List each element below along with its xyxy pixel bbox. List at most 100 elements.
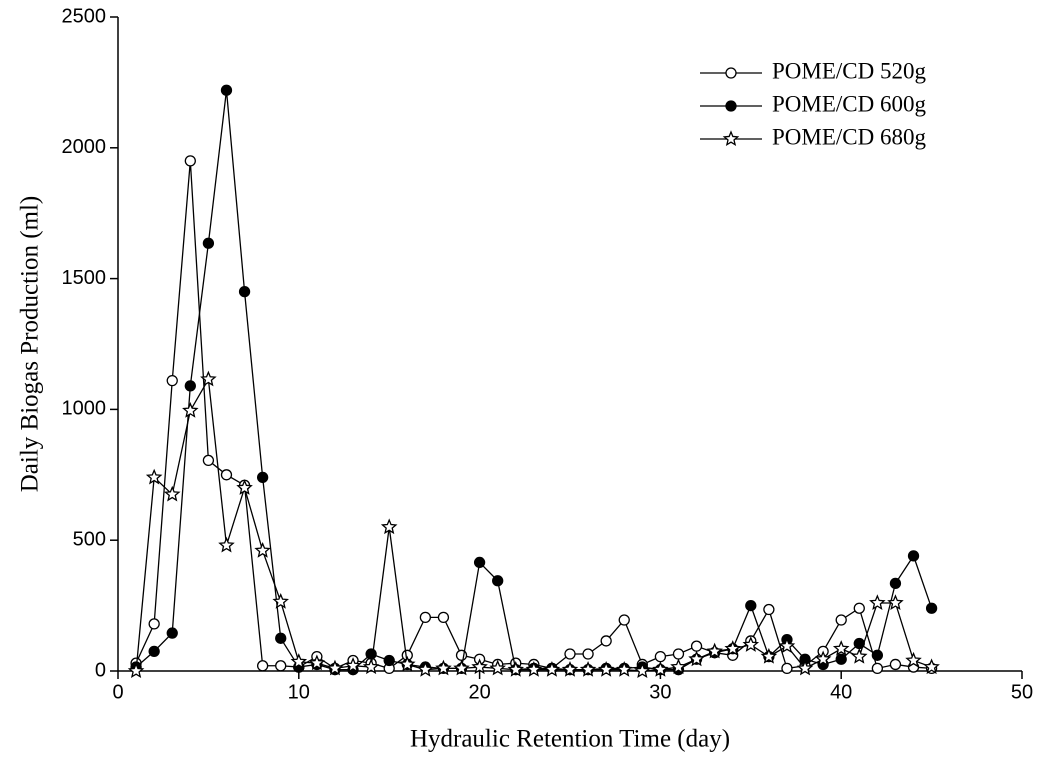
x-tick-label: 20 — [468, 681, 490, 703]
marker — [905, 651, 922, 668]
marker — [725, 67, 737, 79]
marker — [473, 556, 486, 569]
marker — [275, 660, 287, 672]
marker — [851, 647, 868, 664]
y-tick-label: 500 — [73, 528, 106, 550]
marker — [725, 100, 737, 112]
marker — [871, 649, 884, 661]
x-tick-label: 30 — [649, 681, 671, 703]
marker — [600, 635, 612, 647]
marker — [145, 468, 163, 485]
marker — [923, 658, 940, 675]
marker — [238, 286, 251, 298]
marker — [254, 541, 271, 558]
marker — [383, 654, 395, 667]
marker — [615, 660, 633, 677]
marker — [742, 636, 760, 652]
marker — [745, 599, 757, 612]
marker — [781, 662, 793, 675]
marker — [582, 648, 594, 660]
marker — [344, 657, 362, 673]
marker — [182, 402, 199, 418]
marker — [835, 653, 847, 665]
y-tick-label: 2000 — [62, 136, 107, 158]
legend-label: POME/CD 600g — [772, 91, 926, 116]
legend-label: POME/CD 520g — [772, 58, 926, 83]
marker — [256, 471, 269, 484]
marker — [290, 653, 308, 669]
x-tick-label: 10 — [288, 681, 310, 703]
marker — [907, 550, 920, 562]
marker — [275, 632, 287, 644]
marker — [417, 660, 434, 677]
series-line — [135, 90, 933, 671]
marker — [832, 640, 850, 656]
series-line — [135, 160, 932, 670]
marker — [399, 655, 416, 672]
marker — [796, 659, 814, 676]
y-tick-label: 1000 — [62, 398, 107, 420]
y-tick-label: 0 — [95, 659, 106, 681]
marker — [688, 650, 705, 667]
marker — [380, 518, 398, 535]
x-tick-label: 0 — [112, 681, 123, 703]
series-line — [135, 377, 932, 672]
marker — [722, 130, 740, 147]
marker — [365, 648, 377, 660]
marker — [489, 659, 506, 676]
marker — [202, 237, 215, 249]
marker — [218, 536, 235, 553]
x-tick-label: 40 — [830, 681, 852, 703]
marker — [308, 654, 326, 671]
marker — [543, 660, 561, 677]
marker — [419, 611, 432, 624]
marker — [760, 647, 778, 664]
marker — [525, 660, 543, 677]
marker — [200, 370, 217, 387]
marker — [184, 380, 196, 392]
x-axis-label: Hydraulic Retention Time (day) — [410, 726, 730, 753]
marker — [871, 662, 884, 675]
marker — [256, 660, 269, 672]
marker — [853, 602, 865, 614]
marker — [597, 660, 615, 677]
marker — [127, 662, 145, 679]
marker — [564, 648, 576, 660]
marker — [184, 155, 196, 167]
marker — [652, 660, 669, 677]
marker — [670, 658, 687, 675]
marker — [672, 648, 685, 660]
marker — [492, 575, 504, 587]
marker — [202, 454, 215, 467]
marker — [236, 479, 253, 495]
marker — [362, 658, 380, 675]
marker — [166, 627, 178, 639]
marker — [220, 84, 233, 96]
marker — [690, 640, 703, 652]
marker — [561, 660, 579, 677]
marker — [814, 650, 832, 667]
marker — [618, 614, 630, 626]
legend-label: POME/CD 680g — [772, 124, 926, 149]
marker — [654, 650, 667, 663]
marker — [579, 660, 597, 677]
marker — [148, 618, 160, 630]
y-tick-label: 2500 — [62, 5, 107, 27]
marker — [889, 658, 902, 671]
marker — [835, 614, 847, 626]
marker — [724, 640, 741, 656]
y-tick-label: 1500 — [62, 267, 107, 289]
marker — [148, 645, 160, 658]
marker — [326, 659, 344, 676]
marker — [778, 637, 796, 654]
x-tick-label: 50 — [1011, 681, 1033, 703]
marker — [869, 594, 886, 611]
marker — [471, 658, 488, 675]
marker — [887, 594, 904, 611]
y-axis-label: Daily Biogas Production (ml) — [17, 196, 44, 493]
marker — [763, 603, 775, 616]
marker — [437, 611, 450, 624]
marker — [435, 659, 452, 676]
marker — [925, 602, 938, 614]
